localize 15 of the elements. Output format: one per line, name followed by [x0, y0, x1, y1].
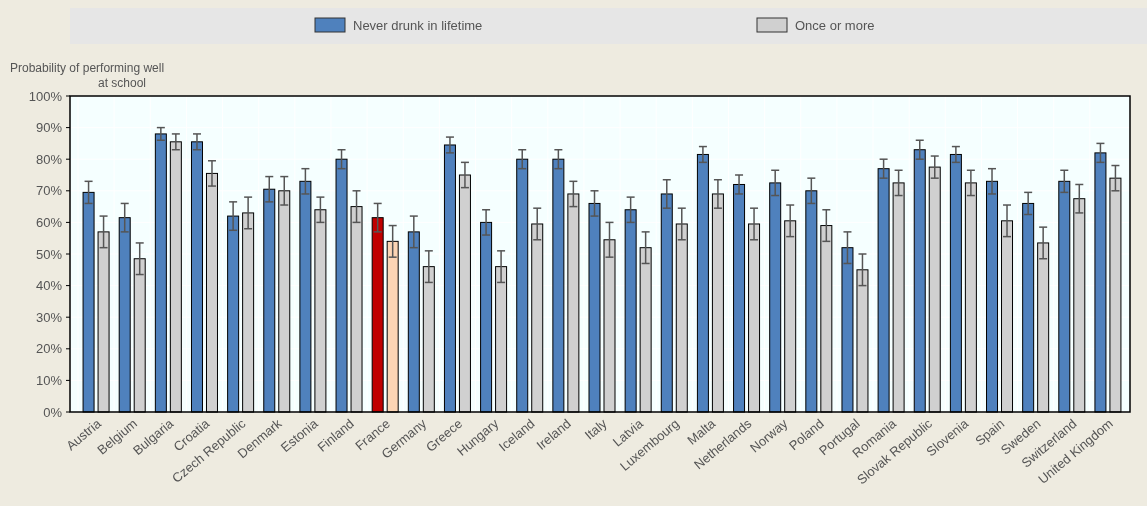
x-tick-label: Italy — [581, 415, 611, 443]
y-axis-title: Probability of performing well at school — [10, 61, 165, 90]
y-tick-label: 90% — [35, 120, 63, 136]
y-tick-label: 100% — [28, 88, 63, 104]
y-tick-label: 20% — [35, 341, 63, 357]
y-tick-label: 0% — [43, 404, 63, 420]
y-tick-label: 80% — [35, 151, 63, 167]
y-tick-label: 40% — [35, 278, 63, 294]
legend-label: Once or more — [795, 18, 875, 33]
legend-label: Never drunk in lifetime — [353, 18, 483, 33]
y-tick-label: 30% — [35, 309, 63, 325]
y-tick-label: 50% — [35, 246, 63, 262]
y-tick-label: 10% — [35, 372, 63, 388]
y-tick-label: 60% — [35, 214, 63, 230]
y-tick-label: 70% — [35, 183, 63, 199]
